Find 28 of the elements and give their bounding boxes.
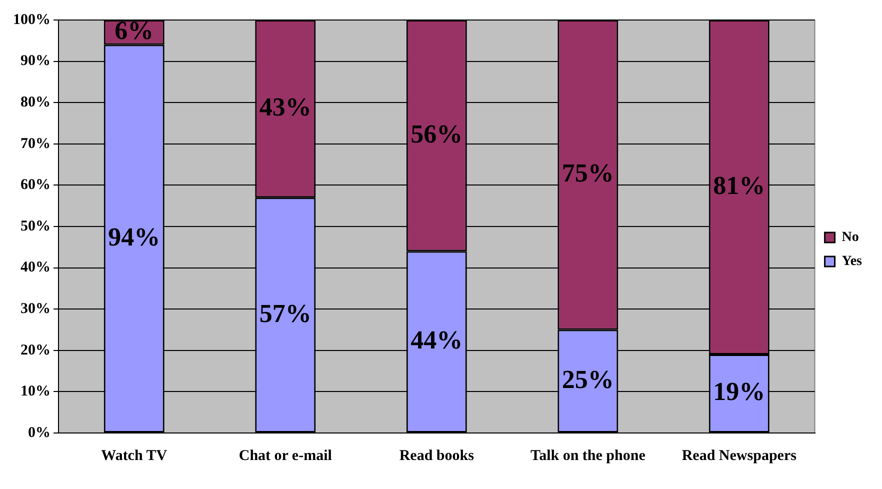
x-tick-label: Read books [399, 448, 474, 464]
y-tick-label: 20% [20, 342, 50, 358]
y-tick-label: 50% [20, 218, 50, 234]
y-tick-label: 10% [20, 384, 50, 400]
y-tick-label: 0% [28, 424, 50, 441]
x-tick-label: Talk on the phone [530, 448, 646, 464]
y-tick-label: 80% [20, 94, 50, 110]
data-label: 81% [713, 170, 766, 200]
data-label: 43% [259, 92, 312, 122]
data-label: 56% [410, 119, 463, 148]
data-label: 6% [114, 16, 154, 46]
x-tick-label: Read Newspapers [682, 448, 797, 464]
y-tick-label: 30% [20, 300, 50, 317]
y-tick-label: 70% [20, 136, 50, 152]
legend-label: No [842, 230, 859, 246]
legend-label: Yes [842, 254, 863, 270]
data-label: 19% [713, 377, 766, 406]
data-label: 25% [562, 364, 614, 394]
data-label: 94% [108, 222, 160, 252]
y-tick-label: 100% [13, 12, 50, 28]
x-tick-label: Watch TV [101, 448, 168, 464]
data-label: 57% [259, 298, 312, 328]
data-label: 75% [562, 158, 614, 188]
y-tick-label: 60% [20, 177, 50, 194]
y-tick-label: 90% [20, 53, 50, 70]
y-tick-label: 40% [20, 260, 50, 276]
x-tick-label: Chat or e-mail [238, 448, 332, 464]
data-label: 44% [410, 326, 463, 355]
